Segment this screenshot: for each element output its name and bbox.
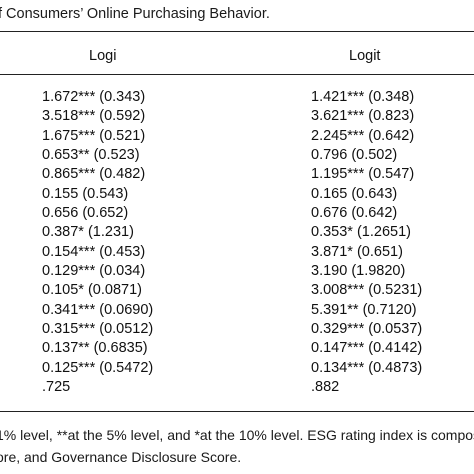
cell-logi: 3.518*** (0.592) bbox=[42, 108, 146, 125]
cell-logit: 0.796 (0.502) bbox=[311, 147, 398, 164]
column-header-logi: Logi bbox=[89, 48, 117, 64]
table-row: 0.656 (0.652) 0.676 (0.642) bbox=[0, 204, 474, 223]
cell-logit: 0.165 (0.643) bbox=[311, 185, 398, 202]
cell-logi: 0.865*** (0.482) bbox=[42, 166, 146, 183]
cell-logi: 1.675*** (0.521) bbox=[42, 127, 146, 144]
cell-logi: 0.387* (1.231) bbox=[42, 224, 134, 241]
table-row: 3.518*** (0.592) 3.621*** (0.823) bbox=[0, 107, 474, 126]
cell-logi: .725 bbox=[42, 379, 71, 396]
bottom-rule bbox=[0, 411, 474, 412]
table-row: .725 .882 bbox=[0, 378, 474, 397]
table-row: 0.387* (1.231) 0.353* (1.2651) bbox=[0, 223, 474, 242]
cell-logit: 0.147*** (0.4142) bbox=[311, 340, 423, 357]
cell-logi: 0.315*** (0.0512) bbox=[42, 321, 154, 338]
cell-logit: .882 bbox=[311, 379, 340, 396]
cell-logi: 0.105* (0.0871) bbox=[42, 282, 142, 299]
table-row: 0.137** (0.6835) 0.147*** (0.4142) bbox=[0, 339, 474, 358]
cell-logi: 0.155 (0.543) bbox=[42, 185, 129, 202]
cell-logit: 1.421*** (0.348) bbox=[311, 89, 415, 105]
cell-logit: 3.621*** (0.823) bbox=[311, 108, 415, 125]
cell-logit: 1.195*** (0.547) bbox=[311, 166, 415, 183]
cell-logit: 0.353* (1.2651) bbox=[311, 224, 411, 241]
table-notes: 1% level, **at the 5% level, and *at the… bbox=[0, 424, 474, 468]
cell-logit: 3.190 (1.9820) bbox=[311, 263, 406, 280]
table-row: 0.653** (0.523) 0.796 (0.502) bbox=[0, 146, 474, 165]
table-row: 0.865*** (0.482) 1.195*** (0.547) bbox=[0, 165, 474, 184]
cell-logi: 0.125*** (0.5472) bbox=[42, 359, 154, 376]
table-caption: f Consumers’ Online Purchasing Behavior. bbox=[0, 6, 270, 22]
cell-logi: 0.656 (0.652) bbox=[42, 205, 129, 222]
cell-logit: 0.134*** (0.4873) bbox=[311, 359, 423, 376]
cell-logit: 5.391** (0.7120) bbox=[311, 301, 417, 318]
table-row: 0.154*** (0.453) 3.871* (0.651) bbox=[0, 243, 474, 262]
table-row: 0.129*** (0.034) 3.190 (1.9820) bbox=[0, 262, 474, 281]
column-header-logit: Logit bbox=[349, 48, 381, 64]
cell-logit: 0.676 (0.642) bbox=[311, 205, 398, 222]
cell-logi: 0.137** (0.6835) bbox=[42, 340, 148, 357]
cell-logi: 0.154*** (0.453) bbox=[42, 243, 146, 260]
note-line: ore, and Governance Disclosure Score. bbox=[0, 449, 242, 465]
cell-logi: 1.672*** (0.343) bbox=[42, 89, 146, 105]
table-row: 1.675*** (0.521) 2.245*** (0.642) bbox=[0, 127, 474, 146]
top-rule bbox=[0, 31, 474, 32]
table-row: 0.341*** (0.0690) 5.391** (0.7120) bbox=[0, 301, 474, 320]
cell-logi: 0.653** (0.523) bbox=[42, 147, 140, 164]
table-row: 0.155 (0.543) 0.165 (0.643) bbox=[0, 185, 474, 204]
table-body: 1.672*** (0.343) 1.421*** (0.348) 3.518**… bbox=[0, 88, 474, 398]
cell-logit: 0.329*** (0.0537) bbox=[311, 321, 423, 338]
cell-logit: 3.008*** (0.5231) bbox=[311, 282, 423, 299]
cell-logit: 2.245*** (0.642) bbox=[311, 127, 415, 144]
header-rule bbox=[0, 74, 474, 75]
note-line: 1% level, **at the 5% level, and *at the… bbox=[0, 427, 474, 443]
table-row: 0.125*** (0.5472) 0.134*** (0.4873) bbox=[0, 359, 474, 378]
cell-logi: 0.341*** (0.0690) bbox=[42, 301, 154, 318]
table-row: 0.315*** (0.0512) 0.329*** (0.0537) bbox=[0, 320, 474, 339]
table-row: 1.672*** (0.343) 1.421*** (0.348) bbox=[0, 88, 474, 107]
table-row: 0.105* (0.0871) 3.008*** (0.5231) bbox=[0, 281, 474, 300]
cell-logit: 3.871* (0.651) bbox=[311, 243, 403, 260]
cell-logi: 0.129*** (0.034) bbox=[42, 263, 146, 280]
